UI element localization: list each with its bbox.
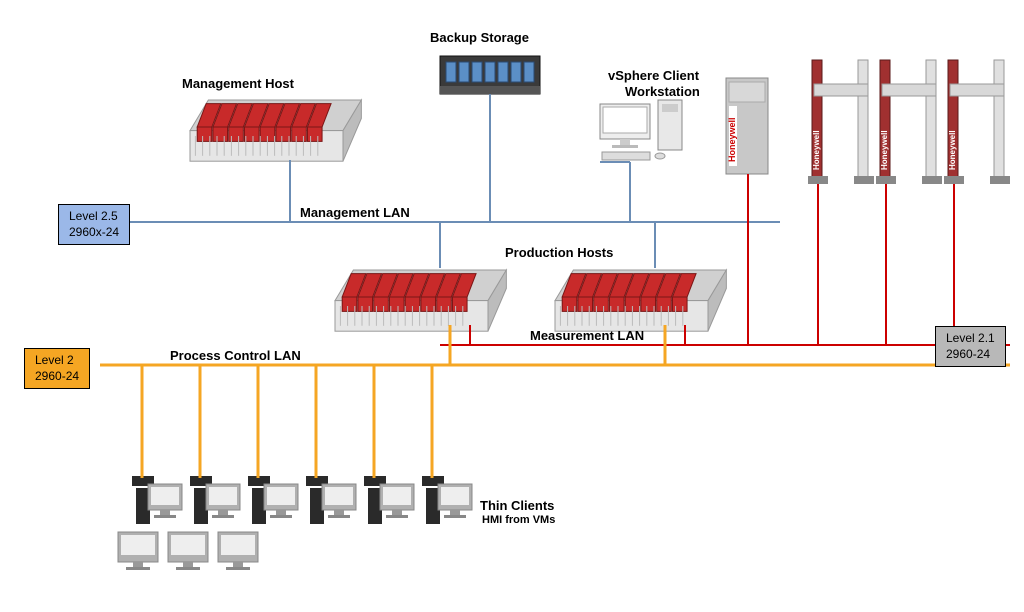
svg-text:Honeywell: Honeywell xyxy=(812,130,821,170)
workstation-label: Workstation xyxy=(625,84,700,99)
backup-storage-label: Backup Storage xyxy=(430,30,529,45)
level-21-box: Level 2.12960-24 xyxy=(935,326,1006,367)
level21-l1: Level 2.1 xyxy=(946,331,995,347)
level-2-box: Level 22960-24 xyxy=(24,348,90,389)
production-hosts-label: Production Hosts xyxy=(505,245,613,260)
level2-l2: 2960-24 xyxy=(35,369,79,385)
svg-text:Honeywell: Honeywell xyxy=(948,130,957,170)
hmi-from-vms-label: HMI from VMs xyxy=(482,514,555,526)
level21-l2: 2960-24 xyxy=(946,347,995,363)
level-25-box: Level 2.52960x-24 xyxy=(58,204,130,245)
measurement-lan-label: Measurement LAN xyxy=(530,328,644,343)
level2-l1: Level 2 xyxy=(35,353,79,369)
vsphere-client-label: vSphere Client xyxy=(608,68,699,83)
management-host-label: Management Host xyxy=(182,76,294,91)
thin-clients-label: Thin Clients xyxy=(480,498,554,513)
management-lan-label: Management LAN xyxy=(300,205,410,220)
process-control-lan-label: Process Control LAN xyxy=(170,348,301,363)
svg-text:Honeywell: Honeywell xyxy=(880,130,889,170)
svg-text:Honeywell: Honeywell xyxy=(727,117,737,162)
level25-l1: Level 2.5 xyxy=(69,209,119,225)
level25-l2: 2960x-24 xyxy=(69,225,119,241)
